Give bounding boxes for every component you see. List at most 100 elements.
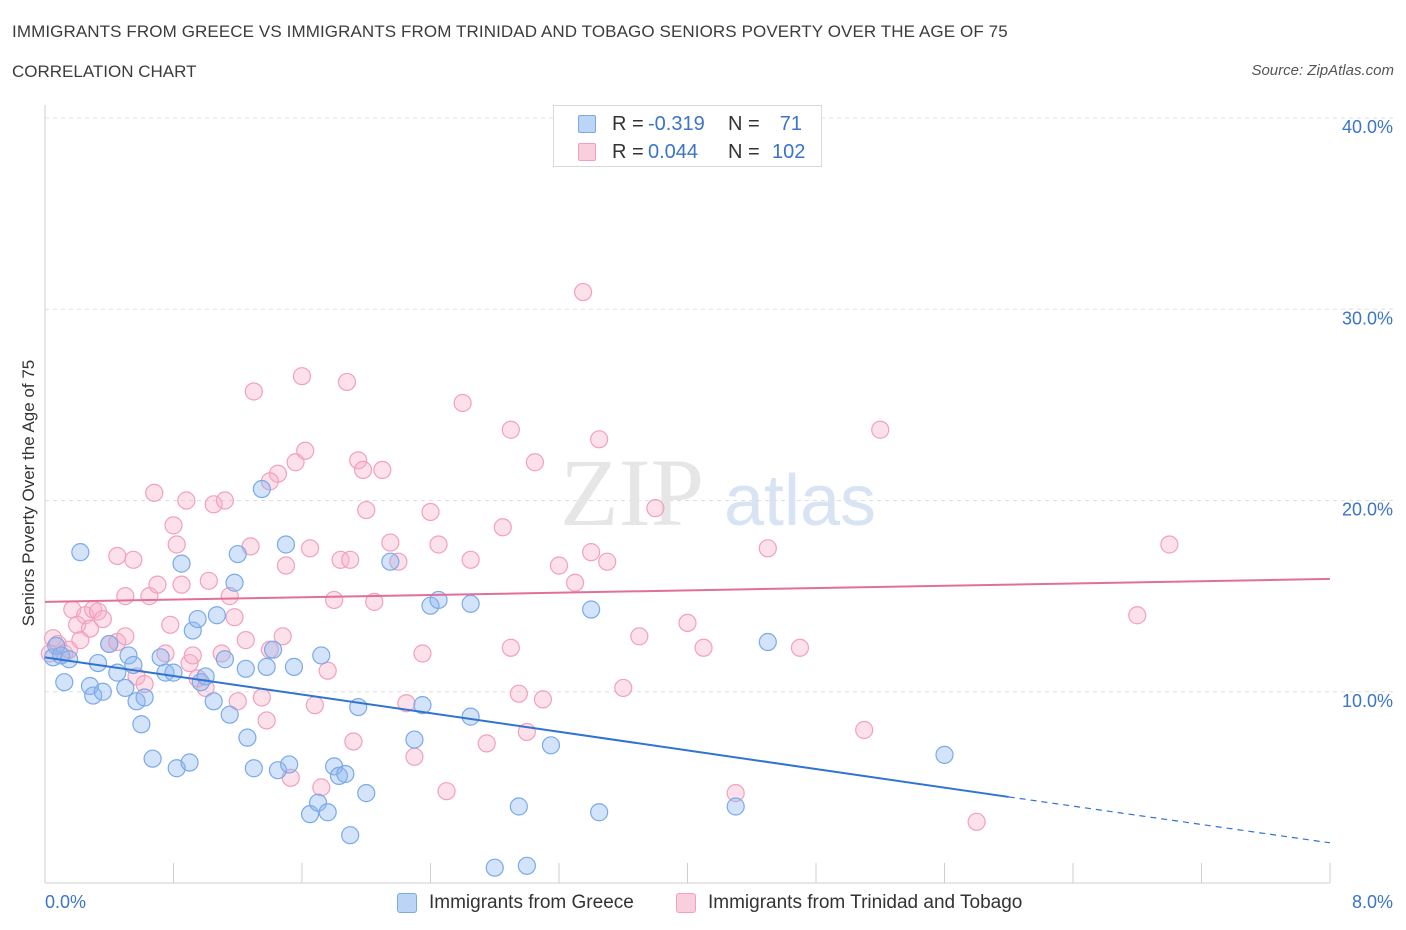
trinidad-point (257, 711, 276, 730)
trinidad-point (381, 533, 400, 552)
legend-n-value: 71 (779, 112, 802, 135)
greece-point (341, 826, 360, 845)
trinidad-point (758, 539, 777, 558)
trinidad-point (199, 571, 218, 590)
watermark-zip: ZIP (560, 439, 704, 546)
trinidad-point (341, 550, 360, 569)
trinidad-point (80, 619, 100, 638)
y-tick-label: 20.0% (1342, 500, 1393, 520)
trinidad-point (493, 518, 512, 537)
bottom-legend-trinidad: Immigrants from Trinidad and Tobago (676, 890, 1022, 916)
greece-point (509, 797, 528, 816)
greece-point (461, 594, 480, 613)
trinidad-point (325, 590, 344, 610)
greece-point (329, 766, 349, 786)
greece-point (228, 544, 247, 564)
trinidad-point (108, 546, 127, 566)
x-tick-label: 0.0% (45, 892, 86, 912)
trinidad-point (204, 495, 223, 514)
trinidad-point (305, 696, 324, 715)
legend-n-label: N = (728, 140, 760, 163)
watermark: ZIP atlas (560, 439, 876, 546)
y-tick-label: 30.0% (1342, 308, 1393, 328)
trinidad-point (116, 627, 135, 646)
trinidad-points (40, 282, 1179, 831)
greece-point (84, 686, 103, 705)
trinidad-point (236, 631, 255, 650)
trend-lines (44, 577, 1331, 844)
trinidad-point (353, 460, 373, 479)
greece-point (119, 646, 138, 665)
x-tick-labels: 0.0% 8.0% (45, 892, 1393, 912)
y-tick-label: 10.0% (1342, 691, 1393, 711)
greece-point (151, 648, 170, 667)
trinidad-point (525, 453, 545, 472)
trinidad-point (164, 516, 183, 535)
trinidad-point (337, 372, 357, 392)
greece-point (318, 803, 337, 822)
greece-point (100, 634, 119, 654)
legend-r-label: R = (612, 140, 644, 163)
trinidad-point (726, 784, 745, 803)
greece-point (225, 573, 244, 592)
trinidad-point (405, 747, 424, 766)
trinidad-point (437, 782, 456, 801)
trinidad-point (145, 483, 164, 502)
trinidad-point (148, 575, 167, 594)
greece-point (308, 793, 328, 812)
legend-r-value: 0.044 (648, 140, 699, 163)
greece-point (180, 753, 199, 772)
greece-point (172, 554, 191, 573)
trinidad-point (93, 609, 112, 629)
trinidad-point (276, 556, 296, 575)
greece-legend-label: Immigrants from Greece (429, 892, 634, 913)
greece-point (726, 797, 745, 816)
greece-point (188, 609, 207, 629)
greece-point (263, 640, 283, 659)
trinidad-swatch (578, 143, 596, 161)
trinidad-legend-label: Immigrants from Trinidad and Tobago (708, 892, 1023, 913)
trinidad-point (292, 367, 312, 386)
greece-point (582, 600, 601, 619)
trinidad-legend-swatch (676, 893, 696, 913)
greece-point (143, 749, 162, 768)
trinidad-point (357, 500, 376, 520)
trinidad-point (167, 535, 186, 554)
greece-point (381, 552, 400, 571)
greece-point (257, 657, 276, 676)
greece-point (116, 678, 135, 698)
trinidad-point (871, 420, 890, 439)
greece-point (276, 535, 296, 554)
trinidad-point (573, 282, 593, 302)
legend-n-value: 102 (772, 140, 806, 163)
chart-subtitle: CORRELATION CHART (12, 62, 197, 81)
greece-point (47, 636, 66, 655)
chart-title: IMMIGRANTS FROM GREECE VS IMMIGRANTS FRO… (12, 22, 1008, 41)
trinidad-point (161, 615, 180, 634)
grid-lines (45, 117, 1395, 693)
greece-point (758, 632, 777, 652)
greece-trend-line (44, 656, 1009, 798)
trinidad-point (967, 812, 986, 831)
greece-point (164, 663, 183, 682)
trinidad-point (501, 420, 520, 439)
trinidad-point (300, 539, 320, 558)
trinidad-point (582, 543, 601, 562)
trinidad-point (212, 644, 231, 663)
greece-point (204, 692, 223, 711)
greece-point (517, 856, 536, 875)
trinidad-point (790, 638, 810, 657)
trinidad-point (331, 550, 350, 569)
greece-point (252, 479, 271, 499)
trinidad-point (614, 678, 633, 698)
trinidad-point (565, 573, 585, 592)
trinidad-point (225, 608, 244, 627)
greece-point (268, 761, 288, 780)
greece-point (405, 730, 424, 749)
greece-legend-swatch (397, 893, 417, 913)
watermark-atlas: atlas (724, 461, 876, 541)
trinidad-point (630, 627, 649, 646)
greece-point (485, 858, 504, 877)
greece-point (207, 606, 226, 625)
trinidad-point (228, 692, 247, 711)
